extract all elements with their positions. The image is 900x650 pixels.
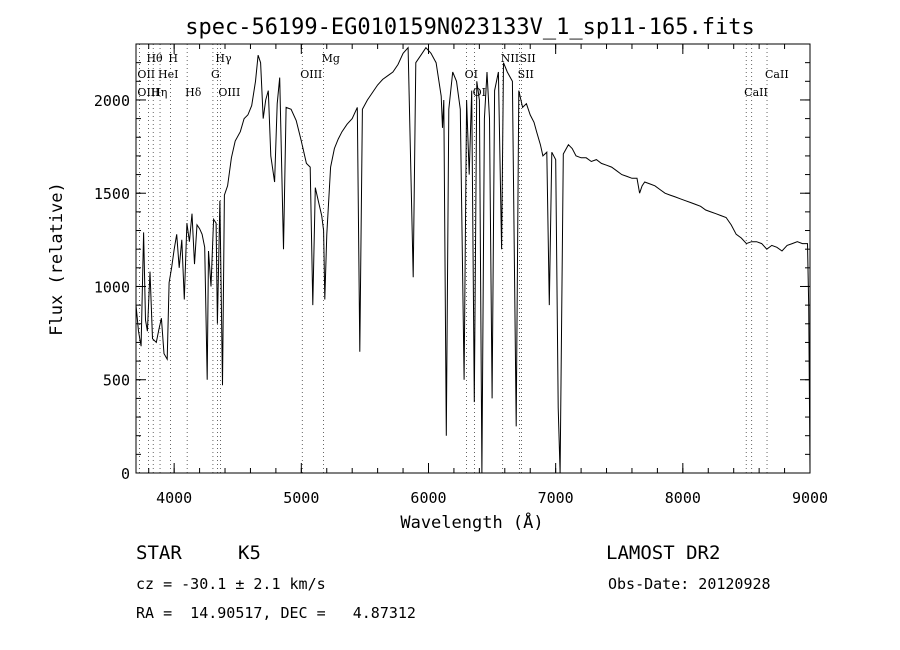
- marker-label: OI: [465, 68, 478, 81]
- x-axis-label: Wavelength (Å): [400, 511, 543, 533]
- x-tick-label: 5000: [283, 489, 319, 507]
- x-tick-label: 6000: [410, 489, 446, 507]
- marker-label: H: [168, 52, 178, 65]
- marker-label: Hθ: [146, 52, 163, 65]
- marker-label: SII: [519, 52, 535, 65]
- marker-label: NII: [501, 52, 519, 65]
- marker-label: Hδ: [185, 86, 202, 99]
- x-tick-label: 8000: [665, 489, 701, 507]
- marker-label: OIII: [137, 86, 159, 99]
- y-tick-label: 0: [121, 465, 130, 483]
- marker-label: CaII: [765, 68, 789, 81]
- y-tick-label: 500: [103, 372, 130, 390]
- sky-coordinates: RA = 14.90517, DEC = 4.87312: [136, 604, 416, 622]
- spectrum-line: [135, 46, 811, 474]
- marker-label: OII: [137, 68, 155, 81]
- spectral-subclass: K5: [238, 542, 261, 564]
- plot-frame: [135, 43, 811, 474]
- marker-label: HeI: [158, 68, 178, 81]
- marker-label: Hη: [151, 86, 167, 99]
- marker-label: Hγ: [215, 52, 232, 65]
- y-tick-label: 2000: [94, 92, 130, 110]
- x-tick-label: 4000: [156, 489, 192, 507]
- marker-label: SII: [518, 68, 534, 81]
- y-tick-label: 1500: [94, 185, 130, 203]
- marker-label: CaII: [744, 86, 768, 99]
- marker-label: OIII: [218, 86, 240, 99]
- x-tick-label: 7000: [538, 489, 574, 507]
- redshift-value: cz = -30.1 ± 2.1 km/s: [136, 575, 326, 593]
- marker-label: OIII: [300, 68, 322, 81]
- x-tick-label: 9000: [792, 489, 828, 507]
- marker-label: Mg: [322, 52, 340, 65]
- y-tick-label: 1000: [94, 278, 130, 296]
- y-axis-label: Flux (relative): [47, 182, 67, 336]
- object-class: STAR: [136, 542, 182, 564]
- survey-name: LAMOST DR2: [606, 542, 721, 564]
- observation-date: Obs-Date: 20120928: [608, 575, 771, 593]
- marker-label: G: [211, 68, 220, 81]
- chart-title: spec-56199-EG010159N023133V_1_sp11-165.f…: [185, 15, 755, 40]
- axes: 4000 5000 6000 7000 8000 9000 0 500 1000 1500 2000: [94, 43, 828, 507]
- marker-label: OI: [473, 86, 486, 99]
